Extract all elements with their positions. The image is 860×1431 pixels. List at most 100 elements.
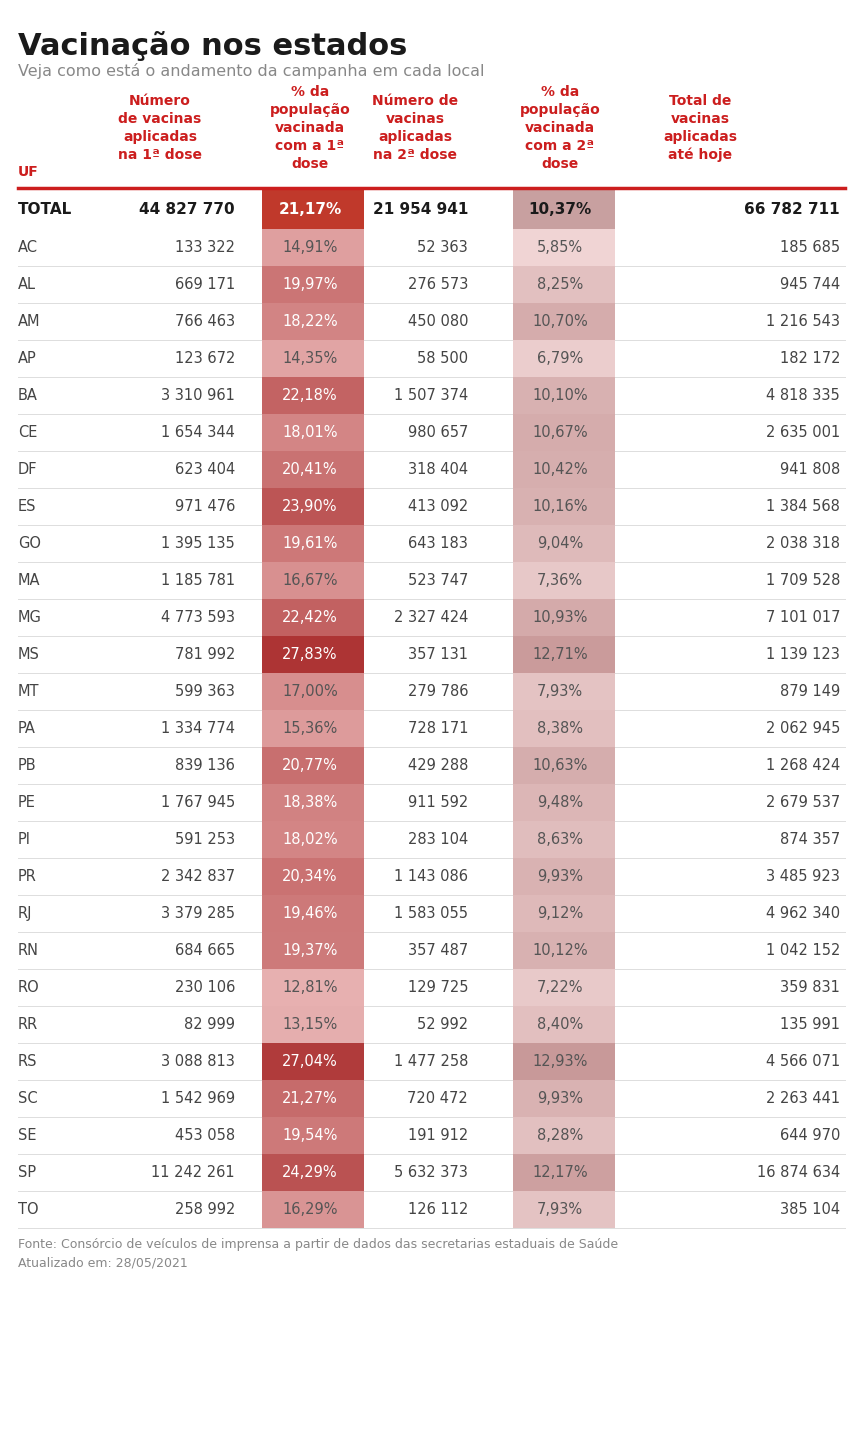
Bar xyxy=(262,600,364,635)
Text: 8,25%: 8,25% xyxy=(537,278,583,292)
Bar xyxy=(513,710,615,747)
Bar xyxy=(262,376,364,414)
Bar xyxy=(513,266,615,303)
Text: Número
de vacinas
aplicadas
na 1ª dose: Número de vacinas aplicadas na 1ª dose xyxy=(118,94,202,162)
Text: 941 808: 941 808 xyxy=(780,462,840,477)
Text: 879 149: 879 149 xyxy=(780,684,840,698)
Bar xyxy=(262,1080,364,1118)
Text: 27,83%: 27,83% xyxy=(282,647,338,663)
Text: 7,93%: 7,93% xyxy=(537,1202,583,1216)
Text: 357 131: 357 131 xyxy=(408,647,468,663)
Text: 2 062 945: 2 062 945 xyxy=(765,721,840,736)
Text: 10,42%: 10,42% xyxy=(532,462,588,477)
Bar xyxy=(513,673,615,710)
Text: Total de
vacinas
aplicadas
até hoje: Total de vacinas aplicadas até hoje xyxy=(663,94,737,162)
Text: 669 171: 669 171 xyxy=(175,278,235,292)
Text: 1 268 424: 1 268 424 xyxy=(765,758,840,773)
Text: 21,17%: 21,17% xyxy=(279,202,341,216)
Text: MS: MS xyxy=(18,647,40,663)
Text: AP: AP xyxy=(18,351,37,366)
Text: 644 970: 644 970 xyxy=(780,1128,840,1143)
Text: 9,48%: 9,48% xyxy=(537,796,583,810)
Bar xyxy=(262,1006,364,1043)
Bar xyxy=(262,1118,364,1153)
Text: PE: PE xyxy=(18,796,36,810)
Text: 10,16%: 10,16% xyxy=(532,499,587,514)
Bar xyxy=(513,1191,615,1228)
Text: UF: UF xyxy=(18,165,39,179)
Text: 7,36%: 7,36% xyxy=(537,572,583,588)
Text: 839 136: 839 136 xyxy=(175,758,235,773)
Text: RN: RN xyxy=(18,943,39,957)
Text: 52 363: 52 363 xyxy=(417,240,468,255)
Text: SE: SE xyxy=(18,1128,36,1143)
Text: 1 185 781: 1 185 781 xyxy=(161,572,235,588)
Bar xyxy=(262,266,364,303)
Text: Número de
vacinas
aplicadas
na 2ª dose: Número de vacinas aplicadas na 2ª dose xyxy=(372,94,458,162)
Bar xyxy=(513,451,615,488)
Text: 1 542 969: 1 542 969 xyxy=(161,1090,235,1106)
Bar xyxy=(262,747,364,784)
Bar xyxy=(513,303,615,341)
Text: PI: PI xyxy=(18,831,31,847)
Bar xyxy=(513,488,615,525)
Text: 2 263 441: 2 263 441 xyxy=(766,1090,840,1106)
Text: 19,61%: 19,61% xyxy=(282,537,338,551)
Bar xyxy=(262,710,364,747)
Bar xyxy=(262,859,364,894)
Text: 21,27%: 21,27% xyxy=(282,1090,338,1106)
Bar xyxy=(262,303,364,341)
Bar xyxy=(513,1006,615,1043)
Text: CE: CE xyxy=(18,425,37,439)
Text: 16,29%: 16,29% xyxy=(282,1202,338,1216)
Text: 15,36%: 15,36% xyxy=(282,721,338,736)
Text: 13,15%: 13,15% xyxy=(282,1017,338,1032)
Text: 1 767 945: 1 767 945 xyxy=(161,796,235,810)
Text: 643 183: 643 183 xyxy=(408,537,468,551)
Text: 599 363: 599 363 xyxy=(175,684,235,698)
Bar xyxy=(513,341,615,376)
Text: 12,71%: 12,71% xyxy=(532,647,588,663)
Text: RJ: RJ xyxy=(18,906,33,922)
Text: 5 632 373: 5 632 373 xyxy=(394,1165,468,1181)
Text: 19,46%: 19,46% xyxy=(282,906,338,922)
Text: 8,63%: 8,63% xyxy=(537,831,583,847)
Text: 429 288: 429 288 xyxy=(408,758,468,773)
Text: 22,42%: 22,42% xyxy=(282,610,338,625)
Text: 720 472: 720 472 xyxy=(408,1090,468,1106)
Text: 1 709 528: 1 709 528 xyxy=(765,572,840,588)
Text: 18,02%: 18,02% xyxy=(282,831,338,847)
Text: 11 242 261: 11 242 261 xyxy=(151,1165,235,1181)
Text: 450 080: 450 080 xyxy=(408,313,468,329)
Text: 7,22%: 7,22% xyxy=(537,980,583,995)
Text: 911 592: 911 592 xyxy=(408,796,468,810)
Bar xyxy=(513,821,615,859)
Bar xyxy=(262,525,364,562)
Bar xyxy=(513,562,615,600)
Text: 1 384 568: 1 384 568 xyxy=(766,499,840,514)
Bar xyxy=(513,525,615,562)
Text: 359 831: 359 831 xyxy=(780,980,840,995)
Text: 22,18%: 22,18% xyxy=(282,388,338,404)
Bar xyxy=(262,969,364,1006)
Text: RS: RS xyxy=(18,1055,38,1069)
Text: 318 404: 318 404 xyxy=(408,462,468,477)
Text: 971 476: 971 476 xyxy=(175,499,235,514)
Text: AL: AL xyxy=(18,278,36,292)
Text: GO: GO xyxy=(18,537,41,551)
Text: PA: PA xyxy=(18,721,36,736)
Bar xyxy=(262,894,364,932)
Bar xyxy=(262,784,364,821)
Text: 9,93%: 9,93% xyxy=(537,1090,583,1106)
Text: 19,97%: 19,97% xyxy=(282,278,338,292)
Text: Vacinação nos estados: Vacinação nos estados xyxy=(18,31,408,62)
Text: 123 672: 123 672 xyxy=(175,351,235,366)
Bar xyxy=(513,376,615,414)
Bar xyxy=(513,969,615,1006)
Text: 58 500: 58 500 xyxy=(417,351,468,366)
Text: 14,35%: 14,35% xyxy=(282,351,338,366)
Text: 10,63%: 10,63% xyxy=(532,758,587,773)
Bar xyxy=(513,635,615,673)
Text: 623 404: 623 404 xyxy=(175,462,235,477)
Text: 3 088 813: 3 088 813 xyxy=(161,1055,235,1069)
